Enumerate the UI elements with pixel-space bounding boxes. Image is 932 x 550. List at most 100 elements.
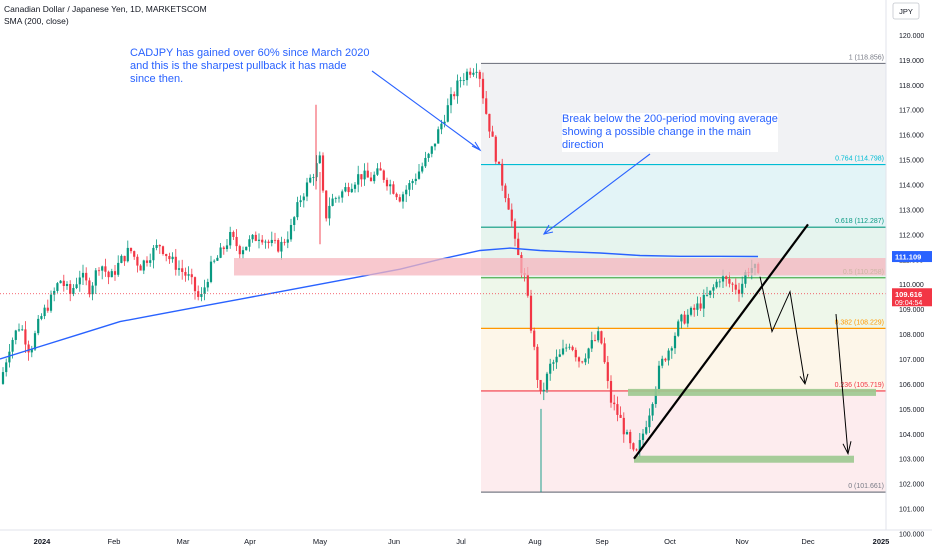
candle-body bbox=[593, 340, 597, 341]
time-axis[interactable]: 2024 Feb Mar Apr May Jun Jul Aug Sep Oct Nov Dec 202… bbox=[0, 529, 932, 546]
annotation-arrow[interactable] bbox=[371, 70, 481, 151]
candle-body bbox=[229, 232, 232, 246]
price-tick-label: 112.000 bbox=[899, 232, 924, 239]
candle-body bbox=[645, 427, 648, 434]
candle-body bbox=[277, 239, 280, 252]
candle-body bbox=[184, 271, 187, 276]
candle bbox=[565, 343, 568, 352]
candle bbox=[491, 125, 494, 137]
candle-body bbox=[469, 71, 472, 75]
candle bbox=[696, 296, 699, 316]
candle-body bbox=[369, 177, 373, 182]
price-tag[interactable] bbox=[892, 288, 932, 307]
candle-body bbox=[539, 379, 542, 392]
annotation-sma-break-note[interactable]: Break below the 200-period moving averag… bbox=[562, 113, 778, 152]
drawings[interactable] bbox=[0, 70, 886, 463]
candle bbox=[702, 289, 705, 317]
candle-body bbox=[88, 280, 91, 295]
candle-body bbox=[385, 179, 389, 187]
candle bbox=[21, 325, 24, 331]
candle-body bbox=[686, 314, 689, 324]
candle-body bbox=[267, 241, 270, 244]
projected-path-2[interactable] bbox=[835, 314, 849, 454]
candle-body bbox=[632, 443, 635, 450]
candle bbox=[85, 267, 88, 286]
target-zone-1[interactable] bbox=[628, 388, 876, 396]
candle bbox=[661, 355, 664, 369]
candle bbox=[427, 152, 430, 162]
candle bbox=[37, 314, 40, 336]
candle-body bbox=[325, 190, 328, 219]
candle-body bbox=[37, 318, 40, 334]
candle bbox=[174, 248, 177, 276]
candle-body bbox=[689, 307, 693, 315]
candle bbox=[152, 244, 155, 269]
projected-path[interactable] bbox=[759, 276, 806, 384]
candle-body bbox=[497, 161, 501, 164]
candle bbox=[667, 348, 670, 366]
candle-body bbox=[433, 143, 437, 147]
candle bbox=[625, 429, 629, 435]
candle-body bbox=[1, 372, 5, 384]
candle bbox=[600, 330, 603, 345]
candle-body bbox=[24, 329, 27, 345]
candle-body bbox=[59, 280, 62, 284]
resistance-zone[interactable] bbox=[234, 258, 886, 276]
candle bbox=[613, 394, 616, 411]
candle-body bbox=[129, 247, 133, 252]
candle bbox=[312, 173, 315, 186]
uptrend-line[interactable] bbox=[633, 223, 809, 460]
candle bbox=[504, 183, 507, 203]
price-tag[interactable] bbox=[892, 251, 932, 263]
candle-body bbox=[392, 184, 395, 194]
candle-body bbox=[459, 80, 462, 82]
candle-body bbox=[472, 72, 475, 75]
candle-body bbox=[360, 174, 363, 180]
candle-body bbox=[725, 276, 728, 279]
candle-body bbox=[641, 433, 645, 441]
candle bbox=[49, 290, 53, 313]
time-tick-label: Mar bbox=[177, 537, 190, 546]
candle bbox=[629, 429, 632, 449]
candle bbox=[296, 196, 299, 221]
candle-body bbox=[283, 241, 286, 243]
candle bbox=[657, 360, 661, 394]
price-axis[interactable]: 100.000 101.000 102.000 103.000 104.000 105.0… bbox=[885, 0, 932, 550]
currency-box[interactable] bbox=[892, 2, 920, 20]
target-zone-2[interactable] bbox=[634, 455, 854, 463]
candle bbox=[635, 448, 638, 452]
candle bbox=[123, 255, 126, 266]
candle bbox=[513, 218, 517, 247]
annotation-arrow[interactable] bbox=[543, 153, 651, 235]
candle-body bbox=[254, 234, 257, 241]
candle-body bbox=[606, 362, 609, 382]
annotation-gain-note[interactable]: CADJPY has gained over 60% since March 2… bbox=[130, 47, 370, 86]
candle-body bbox=[168, 256, 171, 260]
candle-body bbox=[363, 170, 366, 180]
price-tick-label: 105.000 bbox=[899, 407, 924, 414]
time-tick-label: Oct bbox=[664, 537, 677, 546]
fib-zone bbox=[481, 390, 886, 493]
candle-body bbox=[744, 272, 747, 284]
candle bbox=[136, 254, 139, 273]
candle-body bbox=[40, 316, 43, 319]
candle bbox=[309, 174, 312, 184]
candle bbox=[88, 277, 91, 298]
candle-body bbox=[421, 166, 424, 172]
candle bbox=[619, 406, 622, 418]
candle bbox=[293, 216, 296, 232]
candle bbox=[651, 402, 654, 421]
candle bbox=[587, 347, 590, 364]
price-tag-label: 111.109 bbox=[895, 253, 921, 262]
candle bbox=[699, 297, 702, 311]
candle-body bbox=[501, 163, 504, 186]
time-tick-label: Apr bbox=[244, 537, 256, 546]
candle-body bbox=[715, 281, 718, 288]
fib-zone bbox=[481, 164, 886, 228]
candle bbox=[465, 68, 469, 86]
price-tick-label: 107.000 bbox=[899, 357, 924, 364]
candle bbox=[5, 358, 8, 377]
price-tick-label: 109.000 bbox=[899, 307, 924, 314]
candle-body bbox=[5, 362, 8, 373]
